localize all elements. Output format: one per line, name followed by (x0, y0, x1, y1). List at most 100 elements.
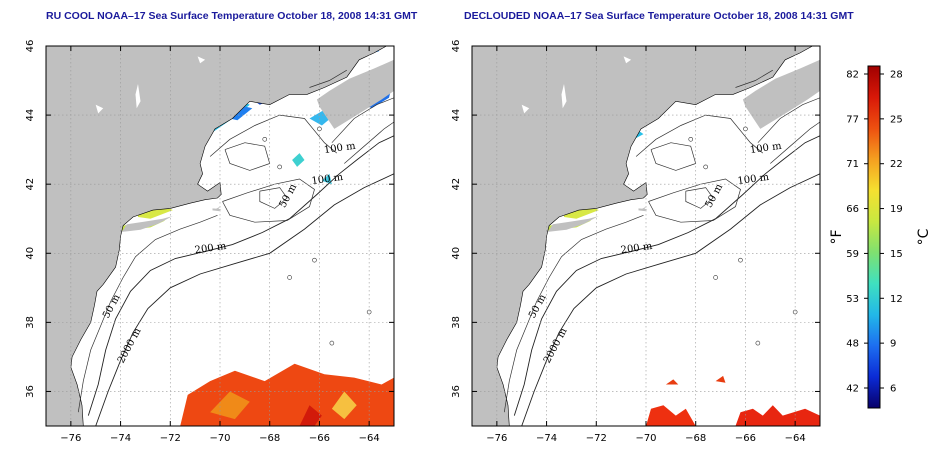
colorbar-label-f: 66 (846, 204, 859, 215)
x-tick-label: −66 (735, 433, 756, 444)
sst-patch (138, 206, 173, 219)
bathymetry-contour (331, 97, 394, 143)
coastline (70, 46, 387, 426)
x-tick-label: −68 (259, 433, 280, 444)
bathymetry-contour (209, 114, 338, 157)
bathymetry-contour (521, 173, 820, 426)
y-tick-label: 36 (451, 385, 462, 398)
y-tick-label: 36 (25, 385, 36, 398)
bathymetry-contour (503, 214, 644, 413)
contour-label: 100 m (749, 141, 782, 156)
bathymetry-ring (262, 136, 268, 142)
x-tick-label: −70 (635, 433, 656, 444)
land-mass (472, 46, 813, 426)
bathymetry-contour (309, 69, 347, 88)
colorbar-label-c: 12 (890, 294, 903, 305)
land-long-island (547, 216, 599, 232)
x-tick-label: −76 (486, 433, 507, 444)
land-island (212, 208, 222, 212)
sst-patch (299, 405, 322, 426)
sst-patch (715, 375, 726, 383)
sst-patch (321, 173, 332, 185)
y-tick-label: 46 (451, 40, 462, 53)
land-nova-scotia (316, 59, 394, 129)
colorbar-unit-f: °F (829, 229, 845, 244)
colorbar-label-c: 25 (890, 114, 903, 125)
colorbar-label-f: 48 (846, 339, 859, 350)
y-tick-label: 44 (451, 109, 462, 122)
land-nova-scotia (742, 59, 820, 129)
bathymetry-ring (312, 257, 317, 263)
lake (135, 84, 141, 109)
x-tick-label: −72 (586, 433, 607, 444)
x-tick-label: −72 (160, 433, 181, 444)
bathymetry-ring (703, 164, 708, 170)
bathymetry-contour (77, 214, 218, 413)
contour-label: 100 m (737, 172, 770, 187)
contour-label: 100 m (323, 141, 356, 156)
temperature-colorbar: 82 28 77 25 71 22 66 19 59 15 53 12 48 9 42 6 °F °C (829, 65, 932, 409)
x-tick-label: −74 (110, 433, 131, 444)
coastline (496, 46, 813, 426)
colorbar-label-f: 42 (846, 384, 859, 395)
y-tick-label: 40 (25, 247, 36, 260)
bathymetry-contour (95, 173, 394, 426)
bathymetry-contour (87, 135, 394, 416)
bathymetry-ring (738, 257, 743, 263)
bathymetry-ring (713, 275, 718, 280)
x-tick-label: −66 (309, 433, 330, 444)
sst-patch (331, 391, 357, 420)
sst-patch (210, 391, 250, 420)
colorbar-label-f: 53 (846, 294, 859, 305)
x-tick-label: −76 (60, 433, 81, 444)
y-tick-label: 38 (25, 316, 36, 329)
bathymetry-ring (755, 340, 761, 346)
bathymetry-contour (513, 135, 820, 416)
bathymetry-ring (287, 275, 292, 280)
colorbar-label-c: 19 (890, 204, 903, 215)
sst-patch (665, 379, 679, 385)
contour-label: 200 m (194, 241, 227, 256)
bathymetry-contour (685, 187, 714, 209)
bathymetry-contour (770, 121, 820, 164)
lake (95, 104, 104, 114)
panel-title-raw: RU COOL NOAA–17 Sea Surface Temperature … (46, 10, 418, 22)
y-tick-label: 42 (451, 178, 462, 191)
colorbar-label-f: 77 (846, 114, 859, 125)
colorbar-unit-c: °C (916, 228, 932, 245)
bathymetry-contour (635, 114, 764, 157)
bathymetry-contour (735, 69, 773, 88)
y-tick-label: 40 (451, 247, 462, 260)
y-tick-label: 42 (25, 178, 36, 191)
bathymetry-contour (757, 97, 820, 143)
x-tick-label: −68 (685, 433, 706, 444)
sst-patch (564, 206, 599, 219)
panel-title-declouded: DECLOUDED NOAA–17 Sea Surface Temperatur… (464, 10, 854, 22)
bathymetry-contour (222, 178, 315, 223)
sst-patch (292, 153, 305, 167)
y-tick-label: 44 (25, 109, 36, 122)
colorbar-gradient (867, 65, 881, 409)
land-mass (46, 46, 387, 426)
sst-patch (229, 106, 253, 121)
contour-label: 200 m (620, 241, 653, 256)
bathymetry-ring (277, 164, 282, 170)
colorbar-label-c: 22 (890, 159, 903, 170)
colorbar-label-c: 6 (890, 384, 896, 395)
bathymetry-contour (344, 121, 394, 164)
bathymetry-contour (648, 178, 741, 223)
contour-label: 100 m (311, 172, 344, 187)
colorbar-label-c: 28 (890, 70, 903, 81)
colorbar-label-c: 15 (890, 249, 903, 260)
lake (561, 84, 567, 109)
land-long-island (121, 216, 173, 232)
sst-patch (646, 405, 696, 426)
colorbar-label-f: 71 (846, 159, 859, 170)
land-island (638, 208, 648, 212)
y-tick-label: 46 (25, 40, 36, 53)
x-tick-label: −64 (785, 433, 806, 444)
colorbar-label-c: 9 (890, 339, 896, 350)
